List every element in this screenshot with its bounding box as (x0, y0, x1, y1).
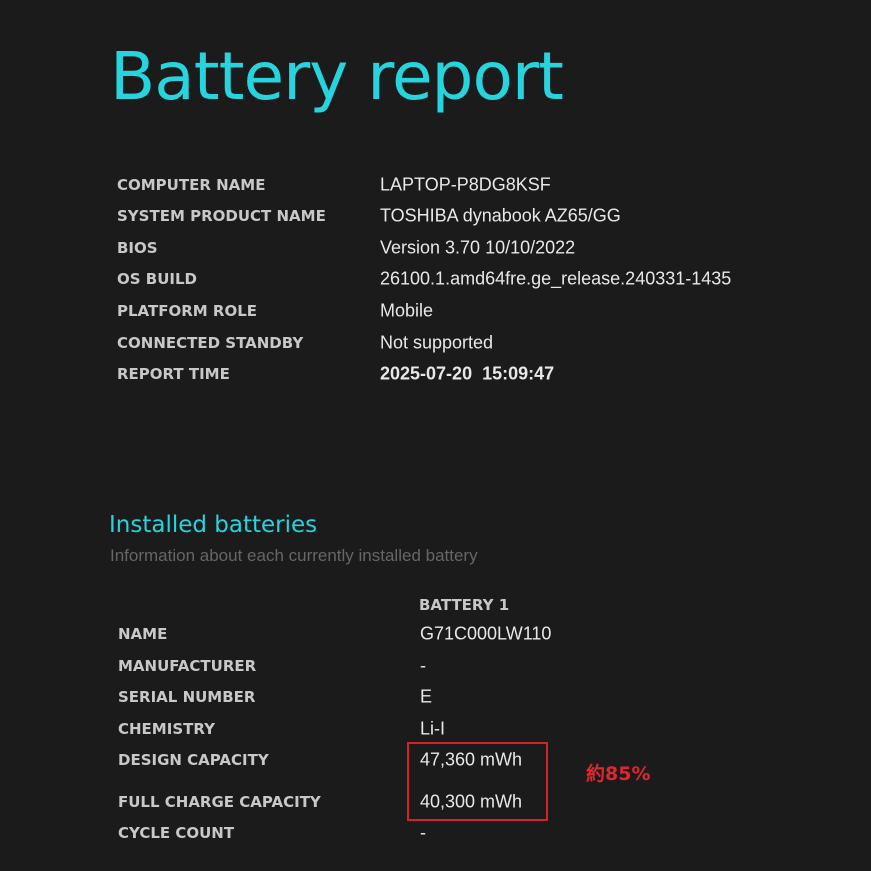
battery-label: NAME (118, 625, 168, 643)
battery-label: CYCLE COUNT (118, 824, 235, 842)
section-subtitle: Information about each currently install… (110, 546, 478, 565)
battery-value: 40,300 mWh (420, 791, 523, 812)
battery-value: 47,360 mWh (420, 749, 523, 770)
info-value: TOSHIBA dynabook AZ65/GG (380, 205, 621, 226)
battery-value: Li-I (420, 718, 446, 739)
info-value: Version 3.70 10/10/2022 (380, 237, 576, 258)
info-label: SYSTEM PRODUCT NAME (117, 207, 326, 225)
info-label: CONNECTED STANDBY (117, 334, 304, 352)
battery-value: - (420, 655, 426, 676)
battery-label: DESIGN CAPACITY (118, 751, 269, 769)
info-value: LAPTOP-P8DG8KSF (380, 174, 551, 195)
info-label: COMPUTER NAME (117, 176, 266, 194)
info-label: REPORT TIME (117, 365, 230, 383)
info-value: Not supported (380, 332, 494, 353)
info-value: Mobile (380, 300, 434, 321)
section-title: Installed batteries (109, 512, 318, 538)
highlight-box (407, 742, 548, 821)
battery-value: G71C000LW110 (420, 623, 552, 644)
battery-label: FULL CHARGE CAPACITY (118, 793, 321, 811)
page-title: Battery report (110, 38, 564, 115)
column-header: BATTERY 1 (419, 596, 510, 614)
info-value: 26100.1.amd64fre.ge_release.240331-1435 (380, 268, 732, 289)
annotation-note: 約85% (586, 763, 651, 785)
info-value: 2025-07-20 15:09:47 (380, 363, 555, 384)
battery-label: SERIAL NUMBER (118, 688, 256, 706)
info-label: BIOS (117, 239, 158, 257)
battery-label: MANUFACTURER (118, 657, 257, 675)
info-label: PLATFORM ROLE (117, 302, 258, 320)
battery-value: - (420, 822, 426, 843)
info-label: OS BUILD (117, 270, 197, 288)
battery-label: CHEMISTRY (118, 720, 215, 738)
battery-value: E (420, 686, 433, 707)
